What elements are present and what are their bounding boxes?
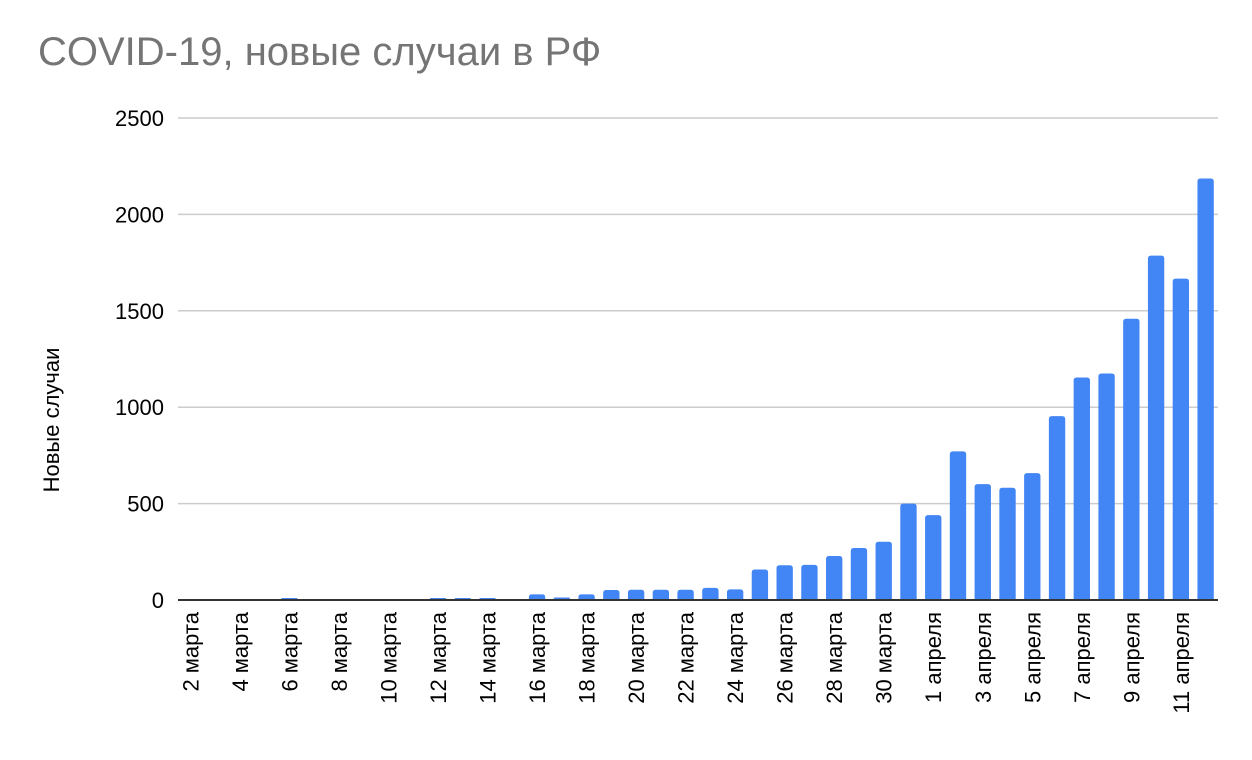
x-tick-label: 9 апреля <box>1119 612 1144 703</box>
x-tick-label: 18 марта <box>575 611 600 704</box>
bar <box>974 484 991 600</box>
bar <box>850 547 868 600</box>
bar <box>1147 255 1165 601</box>
y-tick-label: 500 <box>127 492 164 517</box>
y-tick-label: 2000 <box>115 202 164 227</box>
bar <box>801 564 818 600</box>
bar <box>603 589 620 600</box>
bar <box>875 541 892 600</box>
x-tick-label: 2 марта <box>178 611 203 691</box>
y-tick-label: 1000 <box>115 395 164 420</box>
bar <box>528 594 546 600</box>
bar <box>1048 416 1066 600</box>
bar <box>677 589 694 600</box>
x-tick-label: 10 марта <box>376 611 401 704</box>
bar <box>578 594 595 600</box>
y-tick-label: 0 <box>152 588 164 613</box>
bar <box>627 589 645 600</box>
x-tick-label: 1 апреля <box>921 612 946 703</box>
y-tick-label: 2500 <box>115 106 164 131</box>
y-tick-label: 1500 <box>115 299 164 324</box>
bar <box>726 589 744 600</box>
x-tick-label: 3 апреля <box>971 612 996 703</box>
bar <box>1098 373 1115 600</box>
x-tick-label: 7 апреля <box>1070 612 1095 703</box>
x-tick-label: 12 марта <box>426 611 451 704</box>
bar <box>900 503 917 600</box>
bar <box>1197 178 1214 601</box>
x-tick-label: 11 апреля <box>1169 612 1194 714</box>
x-tick-label: 8 марта <box>327 611 352 691</box>
bar <box>1024 473 1041 600</box>
bar <box>925 515 942 600</box>
x-tick-label: 5 апреля <box>1020 612 1045 703</box>
x-tick-label: 14 марта <box>476 611 501 704</box>
bar <box>1172 278 1190 600</box>
bar <box>1073 377 1090 600</box>
x-tick-label: 4 марта <box>228 611 253 691</box>
bar <box>751 569 769 600</box>
bar <box>776 565 793 600</box>
x-tick-label: 16 марта <box>525 611 550 704</box>
x-tick-label: 6 марта <box>277 611 302 691</box>
bar <box>652 589 670 600</box>
bar <box>999 487 1016 600</box>
bar <box>949 451 967 600</box>
x-tick-label: 22 марта <box>674 611 699 704</box>
x-tick-label: 24 марта <box>723 611 748 704</box>
x-tick-label: 30 марта <box>872 611 897 704</box>
bar <box>702 587 719 600</box>
x-tick-label: 20 марта <box>624 611 649 704</box>
bar <box>826 556 843 600</box>
bar <box>1123 318 1140 600</box>
x-tick-label: 28 марта <box>822 611 847 704</box>
x-tick-label: 26 марта <box>773 611 798 704</box>
chart-title: COVID-19, новые случаи в РФ <box>38 30 602 74</box>
